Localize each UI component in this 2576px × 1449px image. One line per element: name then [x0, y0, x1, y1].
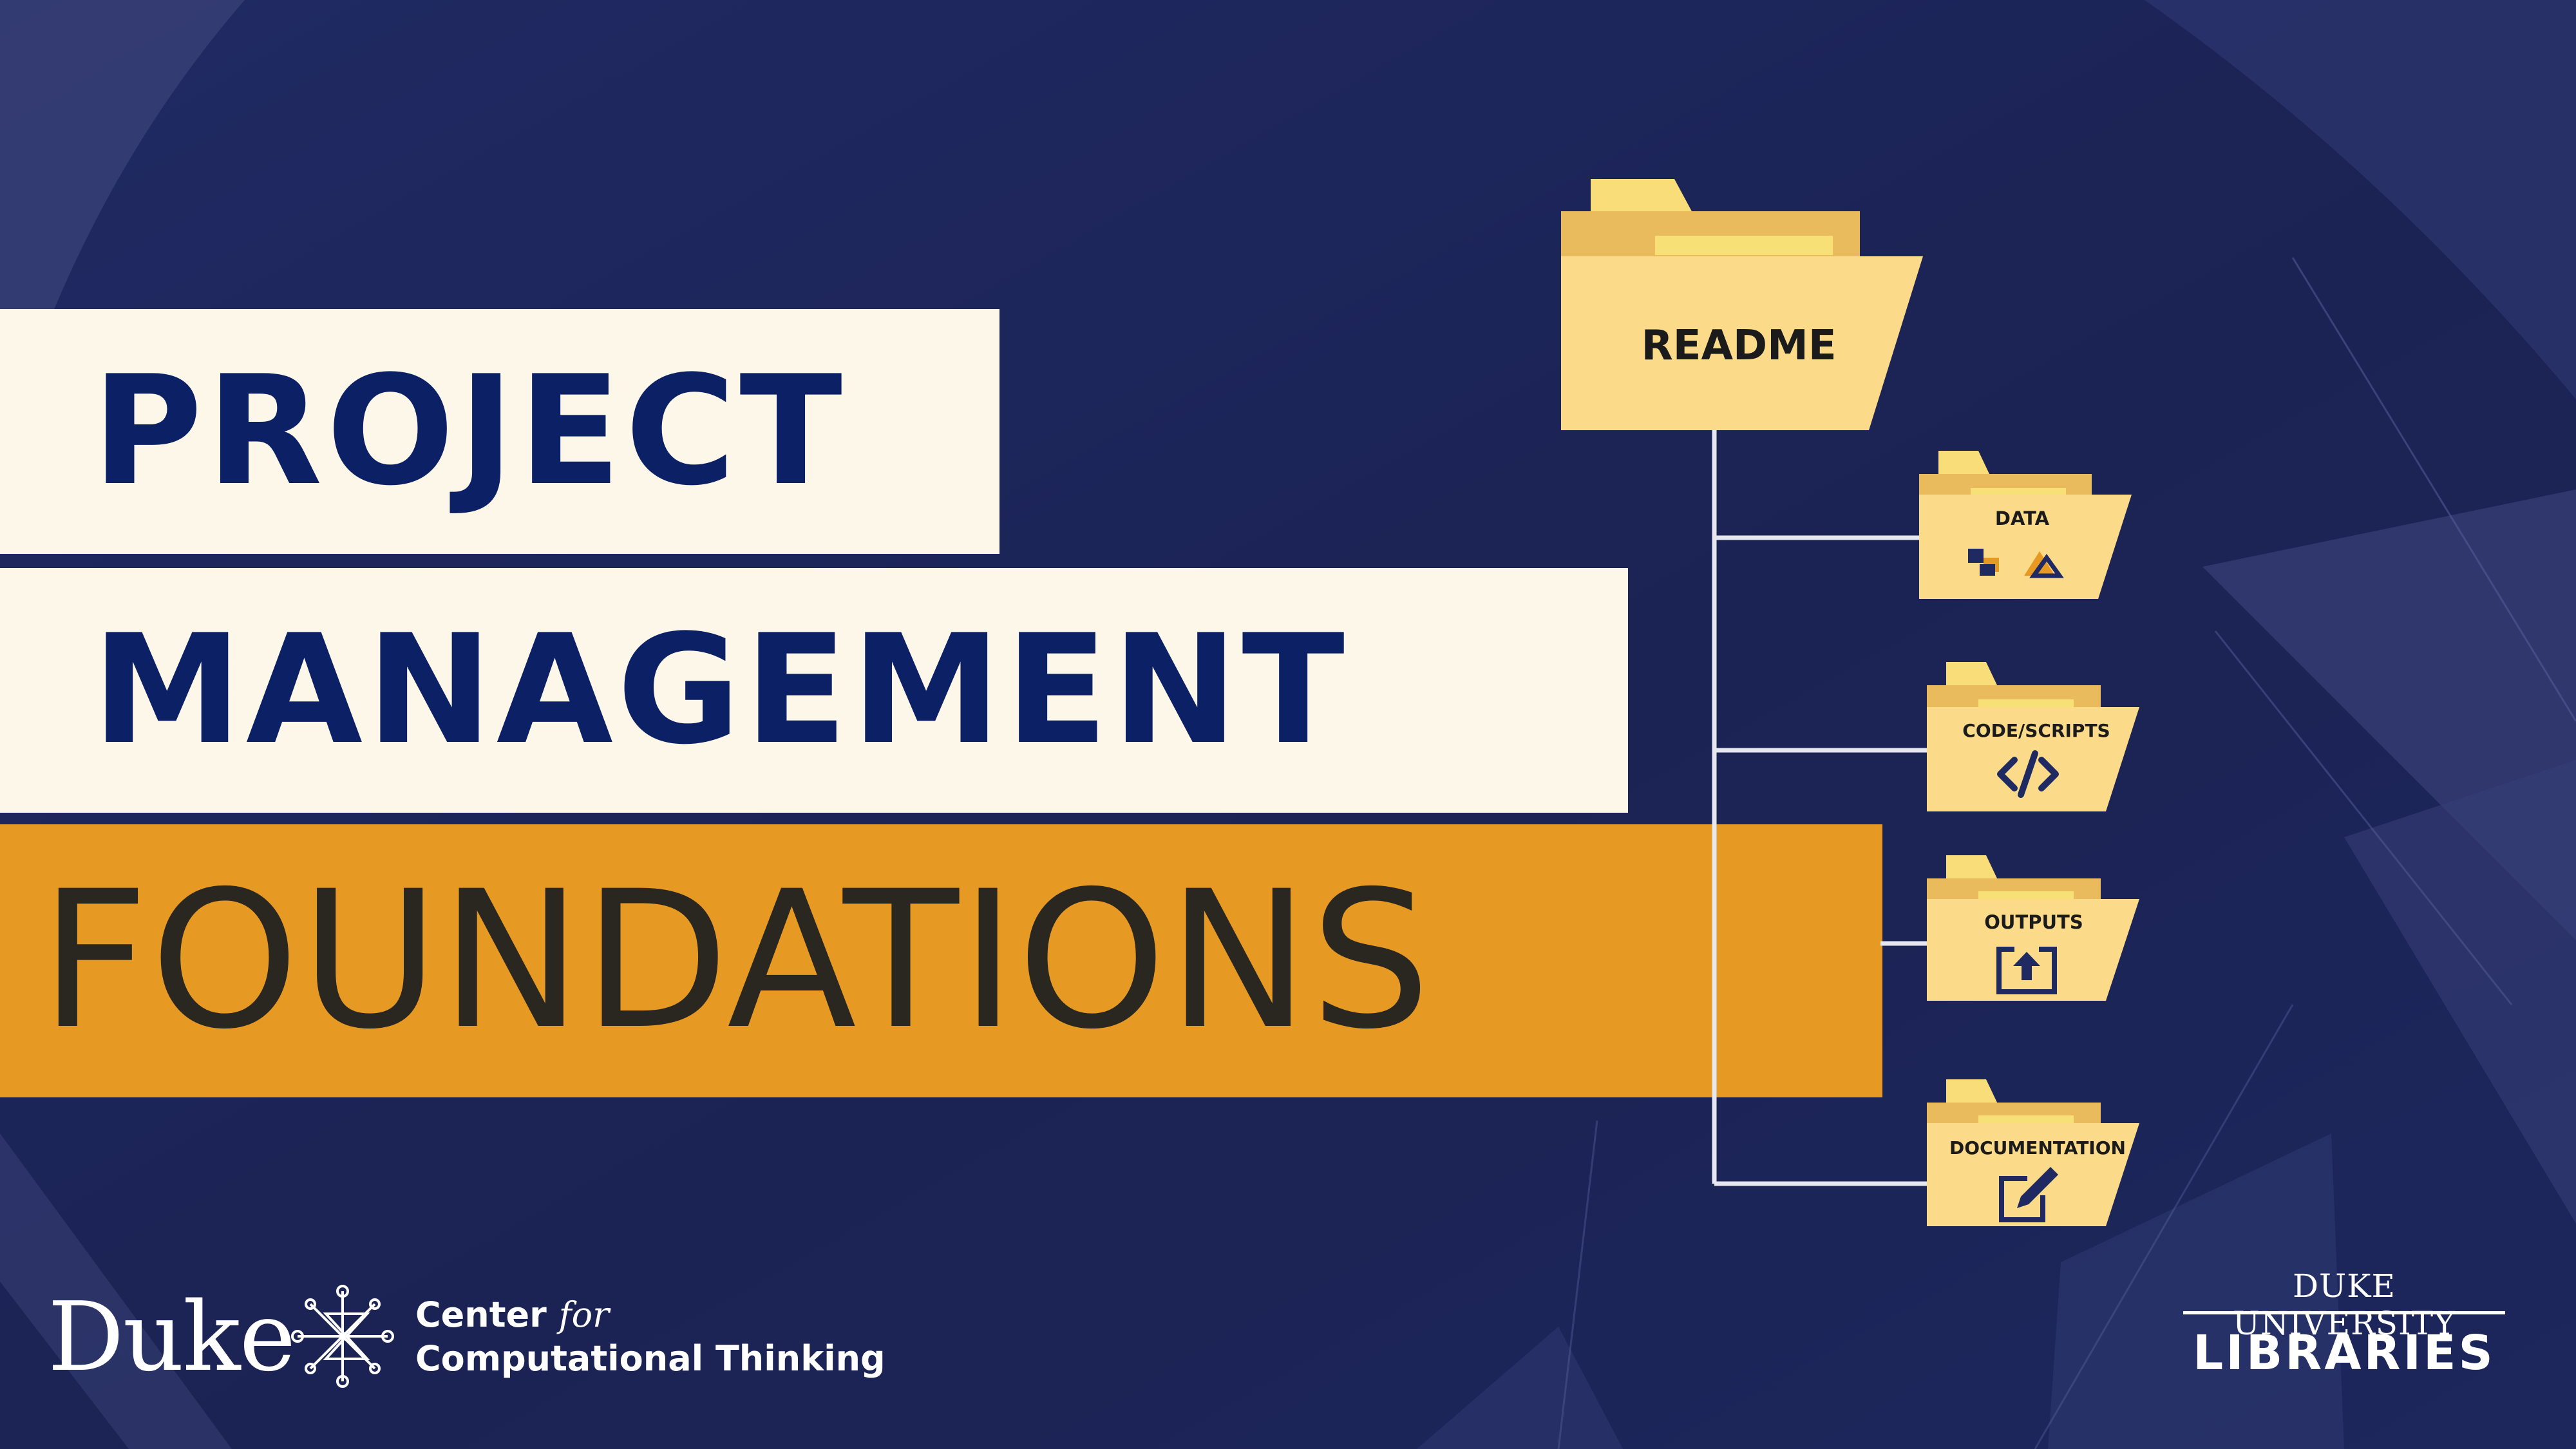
outputs-folder-label: OUTPUTS [1984, 911, 2083, 933]
documentation-folder-icon: DOCUMENTATION [1927, 1079, 2139, 1226]
libraries-divider [2183, 1311, 2505, 1314]
network-mark-icon [291, 1285, 394, 1388]
title-banner-foundations: FOUNDATIONS [0, 824, 1882, 1097]
documentation-folder-label: DOCUMENTATION [1949, 1137, 2126, 1159]
data-folder-label: DATA [1995, 507, 2050, 529]
title-line-management: MANAGEMENT [92, 603, 1349, 778]
tree-connectors [1712, 430, 1932, 1186]
duke-university-label: DUKE UNIVERSITY [2232, 1267, 2456, 1342]
code-scripts-folder-label: CODE/SCRIPTS [1962, 720, 2110, 741]
code-brackets-icon [1997, 750, 2059, 798]
computational-thinking-line: Computational Thinking [415, 1338, 886, 1379]
data-folder-icon: DATA [1919, 451, 2132, 599]
edit-pencil-icon [1999, 1167, 2058, 1222]
center-prefix: Center [415, 1294, 547, 1335]
title-line-foundations: FOUNDATIONS [40, 851, 1432, 1071]
center-for-line: Center for [415, 1294, 609, 1335]
title-banner-management: MANAGEMENT [0, 568, 1628, 813]
title-line-project: PROJECT [92, 344, 846, 519]
center-for-italic: for [558, 1294, 609, 1335]
upload-icon [1996, 947, 2057, 994]
duke-wordmark: Duke [48, 1282, 296, 1392]
dataset-icon [1968, 549, 1999, 576]
readme-folder-label: README [1641, 322, 1836, 370]
libraries-label: LIBRARIES [2193, 1325, 2496, 1381]
readme-folder-icon: README [1561, 179, 1923, 430]
outputs-folder-icon: OUTPUTS [1927, 855, 2139, 1001]
code-scripts-folder-icon: CODE/SCRIPTS [1927, 662, 2139, 811]
title-banner-project: PROJECT [0, 309, 999, 554]
chart-triangle-icon [2024, 551, 2064, 578]
